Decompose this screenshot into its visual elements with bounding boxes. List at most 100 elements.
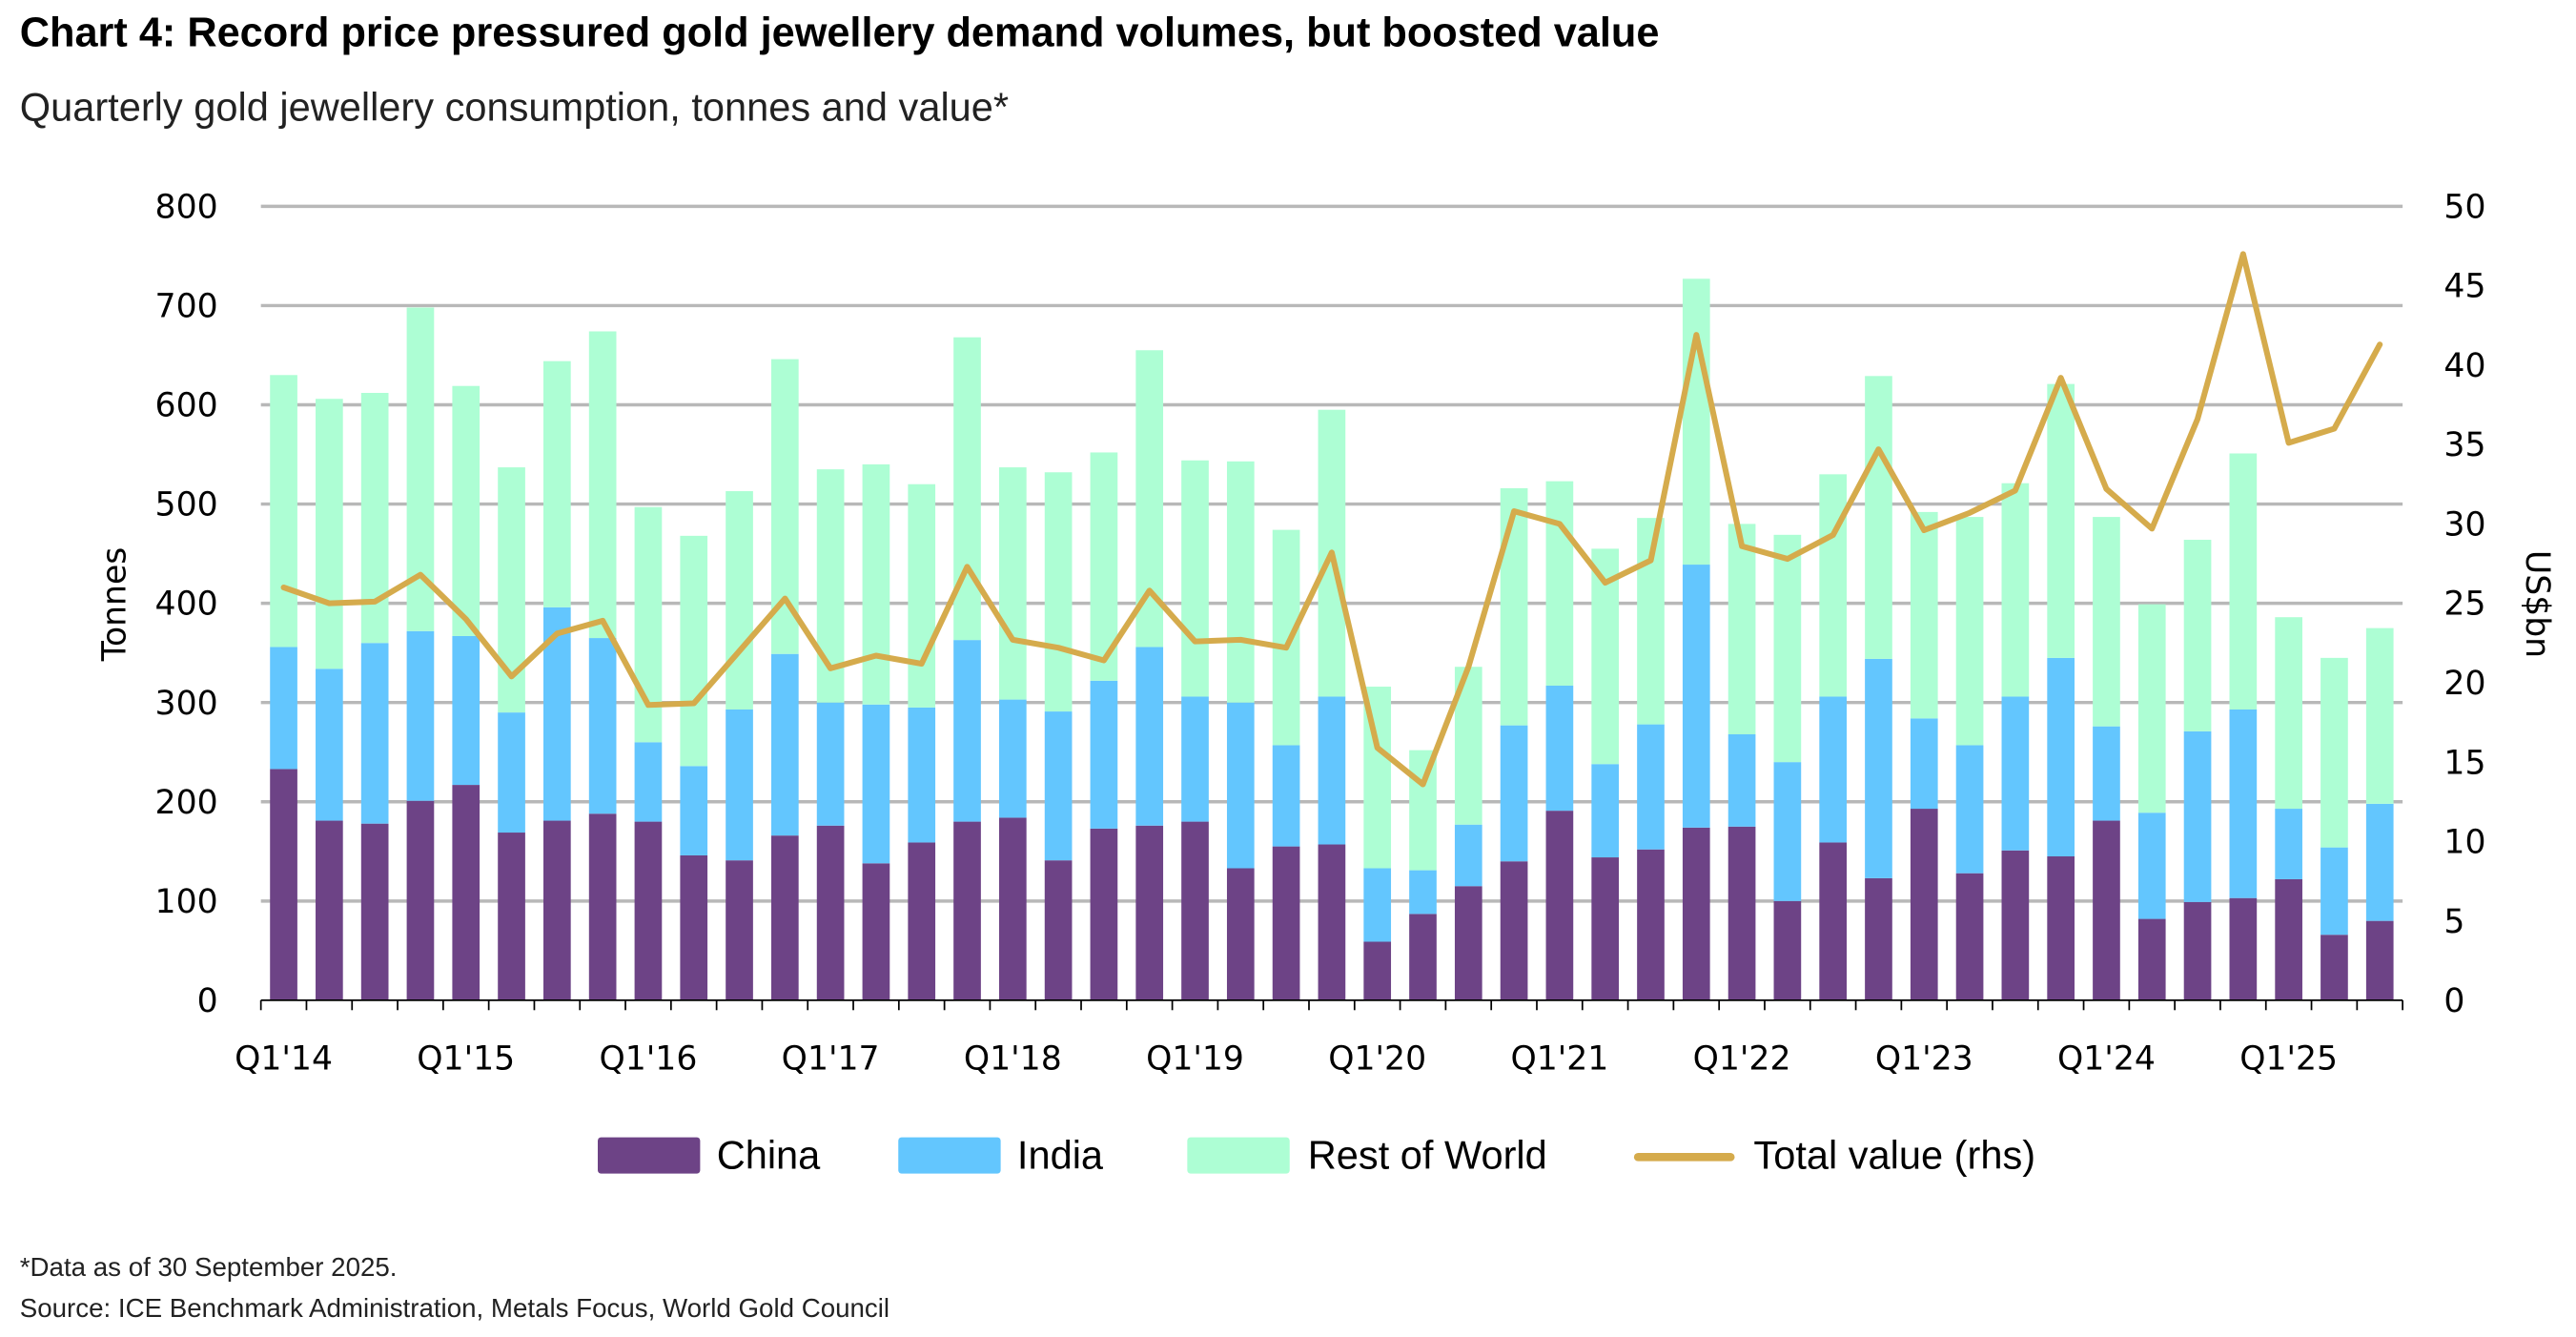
bar-india (316, 668, 343, 821)
legend-swatch-rest-of-world (1187, 1137, 1290, 1174)
bar-rest-of-world (1181, 460, 1209, 697)
value-line-layer (280, 251, 2383, 788)
bar-rest-of-world (1545, 481, 1574, 687)
bar-india (1454, 824, 1482, 887)
bar-rest-of-world (2047, 383, 2075, 658)
bar-india (2093, 726, 2120, 821)
bar-rest-of-world (953, 337, 981, 641)
bar-china (1545, 811, 1574, 1000)
bar-rest-of-world (1910, 511, 1938, 719)
bar-china (1226, 868, 1255, 1000)
bar-china (1272, 846, 1300, 1000)
bar-china (2001, 850, 2030, 1000)
bar-rest-of-world (316, 399, 343, 669)
bar-china (770, 835, 799, 1000)
bar-rest-of-world (1272, 529, 1300, 746)
bar-rest-of-world (2229, 453, 2258, 710)
y2-tick-label: 45 (2443, 268, 2485, 306)
bar-india (406, 630, 435, 801)
x-tick-label: Q1'23 (1875, 1040, 1973, 1079)
bar-china (1090, 828, 1118, 1000)
bar-china (1637, 849, 1665, 1000)
bar-rest-of-world (1500, 487, 1528, 726)
bar-india (2047, 657, 2075, 857)
bar-rest-of-world (680, 535, 708, 767)
x-tick-label: Q1'22 (1693, 1040, 1791, 1079)
bar-india (498, 712, 525, 833)
x-tick-label: Q1'14 (235, 1040, 333, 1079)
bar-china (1682, 827, 1710, 1000)
y-tick-label: 300 (155, 685, 218, 723)
bar-china (634, 821, 663, 1000)
bar-china (1135, 825, 1164, 1000)
y-tick-label: 200 (155, 784, 218, 822)
bar-china (452, 785, 480, 1000)
bar-india (270, 647, 297, 770)
bar-china (316, 820, 343, 1000)
y2-tick-label: 5 (2443, 903, 2464, 941)
bar-india (816, 702, 845, 826)
bar-china (1181, 821, 1209, 1000)
legend-item-total-value: Total value (rhs) (1633, 1132, 2035, 1177)
bar-india (1591, 764, 1620, 858)
legend-label-total-value: Total value (rhs) (1753, 1132, 2035, 1177)
x-tick-label: Q1'25 (2239, 1040, 2338, 1079)
x-tick-label: Q1'16 (600, 1040, 698, 1079)
bar-rest-of-world (726, 491, 753, 710)
footnote: *Data as of 30 September 2025. (20, 1252, 398, 1282)
bar-india (1955, 745, 1984, 874)
y-tick-label: 0 (197, 982, 218, 1020)
bar-india (1910, 718, 1938, 810)
bar-rest-of-world (360, 393, 389, 644)
bar-rest-of-world (908, 483, 936, 708)
y2-tick-label: 10 (2443, 824, 2485, 862)
bar-india (2320, 847, 2348, 936)
y2-tick-label: 40 (2443, 347, 2485, 385)
bar-rest-of-world (1819, 474, 1848, 697)
bar-rest-of-world (862, 463, 890, 705)
bar-india (1135, 647, 1164, 826)
bar-china (2183, 901, 2212, 1000)
axes: 0 100 200 300 400 500 600 700 800 0 5 10 15 20 25 30 35 4… (155, 188, 2486, 1078)
bar-india (2275, 809, 2302, 879)
bar-china (270, 769, 297, 1000)
y2-tick-label: 15 (2443, 744, 2485, 782)
bar-india (1090, 680, 1118, 829)
bar-china (1773, 900, 1802, 1000)
chart-title: Chart 4: Record price pressured gold jew… (20, 10, 1660, 55)
bar-rest-of-world (2001, 483, 2030, 697)
bar-rest-of-world (1728, 524, 1756, 735)
bar-rest-of-world (543, 360, 571, 607)
bars (270, 278, 2394, 1000)
bar-rest-of-world (2093, 517, 2120, 727)
legend: China India Rest of World Total value (r… (598, 1132, 2035, 1177)
bar-india (1819, 696, 1848, 843)
y-tick-label: 700 (155, 288, 218, 326)
bar-china (816, 825, 845, 1000)
bar-china (1454, 886, 1482, 1000)
bar-india (862, 704, 890, 864)
bar-india (1272, 745, 1300, 847)
bar-india (1318, 696, 1346, 845)
y2-tick-label: 20 (2443, 665, 2485, 703)
bar-india (680, 766, 708, 855)
bar-india (1682, 565, 1710, 828)
bar-china (862, 863, 890, 1000)
bar-india (2365, 803, 2394, 921)
bar-china (1819, 842, 1848, 1000)
bar-rest-of-world (588, 331, 617, 639)
bar-china (498, 833, 525, 1000)
bar-china (1500, 861, 1528, 1000)
bar-china (2229, 897, 2258, 1000)
y2-axis-label: US$bn (2518, 550, 2556, 658)
bar-china (2047, 856, 2075, 1000)
bar-china (680, 854, 708, 1000)
bar-rest-of-world (2365, 627, 2394, 804)
bar-india (2229, 709, 2258, 898)
bar-india (1637, 724, 1665, 850)
bar-rest-of-world (1226, 461, 1255, 703)
bar-india (1545, 686, 1574, 812)
bar-india (998, 699, 1027, 818)
bar-china (1865, 877, 1892, 1000)
